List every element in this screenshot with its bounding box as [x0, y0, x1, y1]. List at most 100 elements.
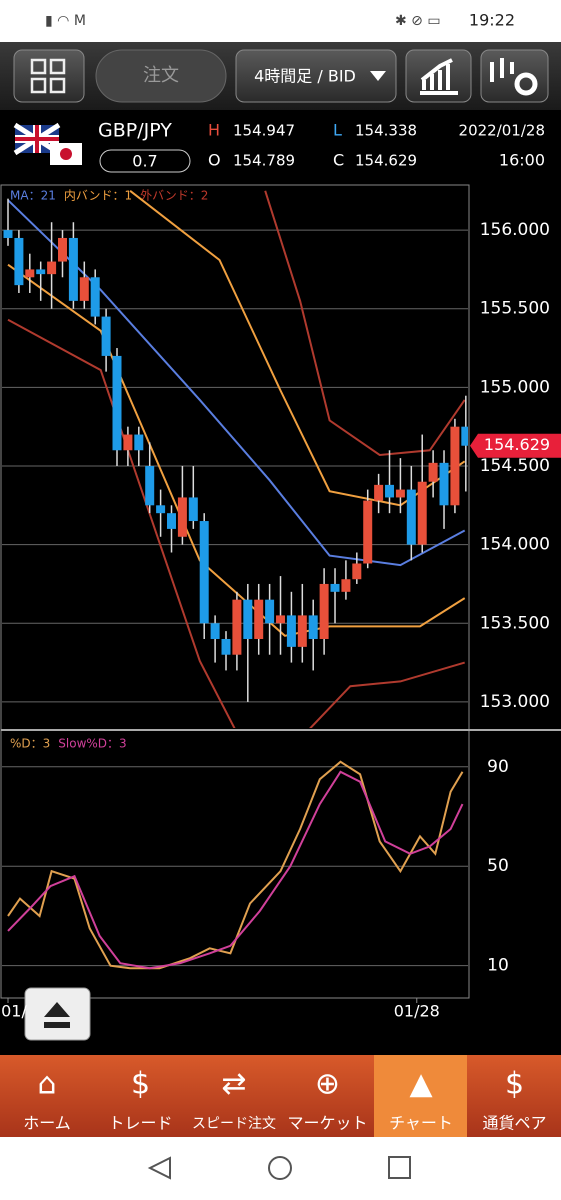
candle-body — [90, 277, 100, 317]
candle-body — [352, 563, 362, 580]
legend-entry: %D：3 — [10, 737, 50, 751]
candle-body — [286, 615, 296, 647]
nav-label: スピード注文 — [192, 1116, 276, 1132]
candle-body — [14, 237, 24, 286]
y-tick-label: 154.000 — [480, 535, 550, 555]
candle-body — [25, 269, 35, 278]
candle-body — [123, 434, 133, 451]
candle-body — [319, 583, 329, 639]
current-price-tag — [470, 433, 561, 458]
indicator-line — [7, 263, 466, 637]
settings-icon — [514, 72, 538, 96]
nav-icon: ⇄ — [221, 1067, 246, 1102]
legend-entry: Slow%D：3 — [58, 737, 126, 751]
y-tick-label: 153.500 — [480, 613, 550, 633]
order-label: 注文 — [143, 65, 179, 86]
candle-body — [428, 462, 438, 482]
status-time: 19:22 — [469, 11, 515, 30]
timeframe-select[interactable] — [235, 49, 397, 103]
candle-body — [101, 316, 111, 356]
bar-time: 16:00 — [499, 151, 545, 170]
nav-icon: ▲ — [409, 1067, 432, 1102]
bottom-strip — [0, 1000, 561, 1055]
candle-body — [276, 615, 286, 624]
candle-body — [406, 489, 416, 545]
candle-body — [145, 465, 155, 506]
timeframe-label: 4時間足 / BID — [254, 67, 356, 86]
settings-icon-bars — [490, 58, 514, 82]
nav-active — [374, 1055, 467, 1137]
menu-button[interactable] — [13, 49, 85, 103]
nav-label: ホーム — [23, 1114, 71, 1133]
nav-label: チャート — [389, 1114, 453, 1133]
y-tick-label: 156.000 — [480, 220, 550, 240]
plot — [7, 760, 464, 970]
candle-body — [3, 230, 13, 238]
legend-entry: MA：21 — [10, 189, 56, 203]
x-tick-label: 01/28 — [394, 1002, 440, 1021]
candle-body — [461, 426, 468, 446]
order-button[interactable] — [95, 49, 227, 103]
candle-body — [134, 434, 144, 451]
candle-body — [254, 599, 264, 639]
y-tick-label: 50 — [487, 856, 509, 876]
legend-entry: 外バンド：2 — [140, 189, 208, 203]
nav-bar — [0, 1055, 561, 1137]
recents-button[interactable] — [388, 1156, 411, 1179]
plot — [3, 190, 468, 728]
high-label: H — [208, 121, 220, 140]
candle-body — [177, 497, 187, 537]
candle-body — [341, 579, 351, 592]
x-tick-label: 01/ — [1, 1002, 27, 1021]
series-line — [7, 770, 464, 970]
status-bar — [0, 0, 561, 42]
open: 154.789 — [233, 152, 295, 170]
nav-icon: $ — [505, 1067, 524, 1102]
candle-body — [297, 615, 307, 647]
candle-body — [112, 355, 122, 451]
candle-body — [330, 583, 340, 592]
nav-label: マーケット — [287, 1114, 367, 1133]
y-tick-label: 90 — [487, 757, 509, 777]
candle-body — [47, 261, 57, 275]
candle-body — [450, 426, 460, 506]
y-tick-label: 10 — [487, 956, 509, 976]
candle-body — [167, 513, 177, 529]
candle-body — [188, 497, 198, 522]
nav-icon: $ — [131, 1067, 150, 1102]
y-tick-label: 154.500 — [480, 456, 550, 476]
home-button[interactable] — [268, 1156, 292, 1180]
date: 2022/01/28 — [459, 122, 545, 140]
candle-body — [79, 277, 89, 301]
back-button[interactable] — [147, 1156, 171, 1180]
open-label: O — [208, 151, 221, 170]
system-nav — [0, 1137, 561, 1200]
y-tick-label: 155.000 — [480, 377, 550, 397]
candle-body — [232, 599, 242, 655]
candle-body — [68, 237, 78, 301]
nav-label: トレード — [108, 1114, 172, 1133]
candle-body — [57, 237, 67, 262]
candle-body — [36, 269, 46, 275]
eject-icon — [44, 1002, 70, 1028]
candle-body — [363, 500, 373, 564]
close-label: C — [333, 151, 344, 170]
pair: GBP/JPY — [98, 120, 172, 142]
candle-body — [395, 489, 405, 498]
candle-body — [417, 481, 427, 545]
low: 154.338 — [355, 122, 417, 140]
candle-body — [439, 462, 449, 506]
close: 154.629 — [355, 152, 417, 170]
y-tick-label: 153.000 — [480, 692, 550, 712]
candle-body — [308, 615, 318, 639]
status-icons: ▮ ◠ M — [45, 13, 86, 29]
y-tick-label: 155.500 — [480, 299, 550, 319]
indicator-line — [7, 318, 465, 728]
menu-icon — [30, 58, 66, 94]
candle-body — [156, 505, 166, 514]
status-icons-right: ✱ ⊘ ▭ — [395, 13, 441, 29]
chart-type-icon — [420, 58, 458, 95]
spread-box — [99, 149, 191, 173]
